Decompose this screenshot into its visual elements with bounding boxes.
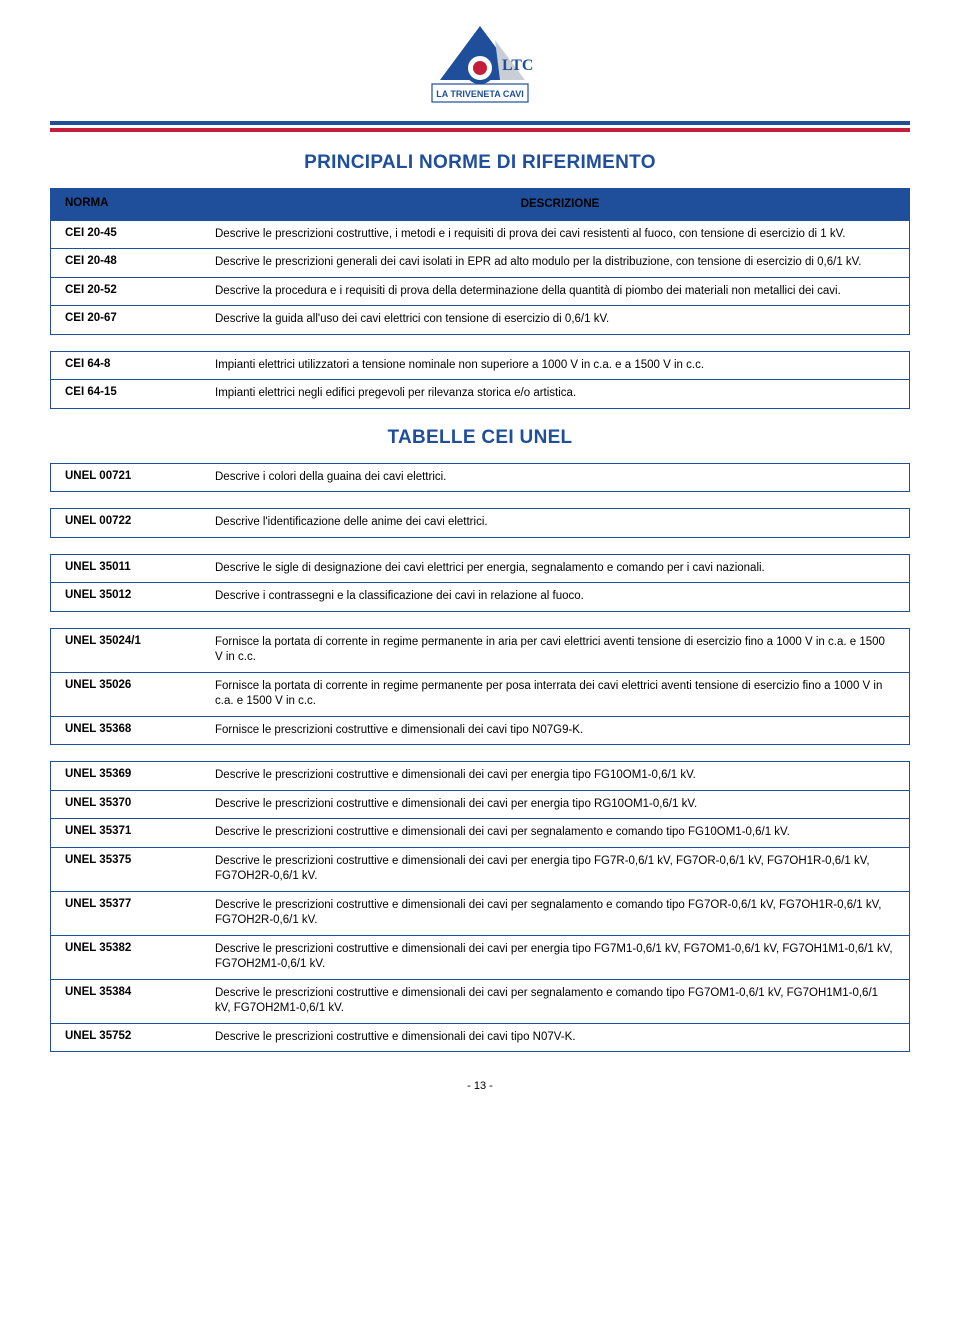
table-row: UNEL 35370Descrive le prescrizioni costr…: [51, 790, 909, 819]
norma-cell: UNEL 35026: [51, 673, 211, 716]
norma-cell: UNEL 00721: [51, 464, 211, 492]
section2-table-group-0: UNEL 00721Descrive i colori della guaina…: [50, 463, 910, 493]
norma-cell: CEI 20-45: [51, 221, 211, 249]
norma-cell: UNEL 35368: [51, 717, 211, 745]
table-row: UNEL 35382Descrive le prescrizioni costr…: [51, 935, 909, 979]
section1-table-group-1: CEI 64-8Impianti elettrici utilizzatori …: [50, 351, 910, 409]
table-row: CEI 20-45Descrive le prescrizioni costru…: [51, 221, 909, 249]
norma-cell: CEI 64-8: [51, 352, 211, 380]
logo-container: LTC LA TRIVENETA CAVI: [50, 20, 910, 113]
norma-cell: UNEL 00722: [51, 509, 211, 537]
norma-cell: CEI 20-52: [51, 278, 211, 306]
table-row: UNEL 35371Descrive le prescrizioni costr…: [51, 818, 909, 847]
table-row: UNEL 00721Descrive i colori della guaina…: [51, 464, 909, 492]
norma-cell: UNEL 35370: [51, 791, 211, 819]
descrizione-cell: Descrive la guida all'uso dei cavi elett…: [211, 306, 909, 334]
section1-title: PRINCIPALI NORME DI RIFERIMENTO: [50, 152, 910, 174]
logo-text: LA TRIVENETA CAVI: [436, 89, 524, 99]
descrizione-cell: Descrive le prescrizioni costruttive e d…: [211, 980, 909, 1023]
svg-text:LTC: LTC: [502, 57, 533, 74]
header-descrizione: DESCRIZIONE: [211, 189, 909, 221]
norma-cell: UNEL 35369: [51, 762, 211, 790]
descrizione-cell: Descrive la procedura e i requisiti di p…: [211, 278, 909, 306]
section2-table-group-3: UNEL 35024/1Fornisce la portata di corre…: [50, 628, 910, 746]
descrizione-cell: Descrive le prescrizioni costruttive e d…: [211, 848, 909, 891]
descrizione-cell: Descrive i colori della guaina dei cavi …: [211, 464, 909, 492]
table-row: CEI 20-52Descrive la procedura e i requi…: [51, 277, 909, 306]
table-row: UNEL 35377Descrive le prescrizioni costr…: [51, 891, 909, 935]
table-row: CEI 64-15Impianti elettrici negli edific…: [51, 379, 909, 408]
table-row: CEI 20-48Descrive le prescrizioni genera…: [51, 248, 909, 277]
table-row: UNEL 00722Descrive l'identificazione del…: [51, 509, 909, 537]
norma-cell: CEI 20-48: [51, 249, 211, 277]
descrizione-cell: Impianti elettrici utilizzatori a tensio…: [211, 352, 909, 380]
descrizione-cell: Descrive i contrassegni e la classificaz…: [211, 583, 909, 611]
table-row: UNEL 35011Descrive le sigle di designazi…: [51, 555, 909, 583]
descrizione-cell: Descrive le sigle di designazione dei ca…: [211, 555, 909, 583]
norma-cell: UNEL 35371: [51, 819, 211, 847]
table-row: UNEL 35368Fornisce le prescrizioni costr…: [51, 716, 909, 745]
section2-table-group-1: UNEL 00722Descrive l'identificazione del…: [50, 508, 910, 538]
table-row: UNEL 35369Descrive le prescrizioni costr…: [51, 762, 909, 790]
table-row: CEI 64-8Impianti elettrici utilizzatori …: [51, 352, 909, 380]
norma-cell: UNEL 35012: [51, 583, 211, 611]
section1-table-group-0: NORMA DESCRIZIONE CEI 20-45Descrive le p…: [50, 188, 910, 335]
descrizione-cell: Descrive le prescrizioni costruttive e d…: [211, 762, 909, 790]
norma-cell: UNEL 35024/1: [51, 629, 211, 672]
section2-table-group-2: UNEL 35011Descrive le sigle di designazi…: [50, 554, 910, 612]
page-number: - 13 -: [50, 1080, 910, 1092]
table-row: UNEL 35024/1Fornisce la portata di corre…: [51, 629, 909, 672]
table-header-row: NORMA DESCRIZIONE: [51, 189, 909, 221]
norma-cell: CEI 64-15: [51, 380, 211, 408]
table-row: UNEL 35752Descrive le prescrizioni costr…: [51, 1023, 909, 1052]
descrizione-cell: Descrive l'identificazione delle anime d…: [211, 509, 909, 537]
table-row: UNEL 35012Descrive i contrassegni e la c…: [51, 582, 909, 611]
header-norma: NORMA: [51, 189, 211, 221]
norma-cell: UNEL 35382: [51, 936, 211, 979]
table-row: UNEL 35026Fornisce la portata di corrent…: [51, 672, 909, 716]
norma-cell: CEI 20-67: [51, 306, 211, 334]
descrizione-cell: Fornisce la portata di corrente in regim…: [211, 673, 909, 716]
descrizione-cell: Descrive le prescrizioni generali dei ca…: [211, 249, 909, 277]
table-row: UNEL 35384Descrive le prescrizioni costr…: [51, 979, 909, 1023]
descrizione-cell: Fornisce la portata di corrente in regim…: [211, 629, 909, 672]
descrizione-cell: Descrive le prescrizioni costruttive, i …: [211, 221, 909, 249]
norma-cell: UNEL 35011: [51, 555, 211, 583]
descrizione-cell: Descrive le prescrizioni costruttive e d…: [211, 1024, 909, 1052]
norma-cell: UNEL 35377: [51, 892, 211, 935]
norma-cell: UNEL 35375: [51, 848, 211, 891]
company-logo: LTC LA TRIVENETA CAVI: [420, 20, 540, 113]
norma-cell: UNEL 35384: [51, 980, 211, 1023]
table-row: UNEL 35375Descrive le prescrizioni costr…: [51, 847, 909, 891]
descrizione-cell: Descrive le prescrizioni costruttive e d…: [211, 819, 909, 847]
norma-cell: UNEL 35752: [51, 1024, 211, 1052]
descrizione-cell: Descrive le prescrizioni costruttive e d…: [211, 936, 909, 979]
descrizione-cell: Impianti elettrici negli edifici pregevo…: [211, 380, 909, 408]
descrizione-cell: Descrive le prescrizioni costruttive e d…: [211, 791, 909, 819]
bar-red: [50, 128, 910, 132]
descrizione-cell: Fornisce le prescrizioni costruttive e d…: [211, 717, 909, 745]
decorative-bars: [50, 121, 910, 132]
section2-table-group-4: UNEL 35369Descrive le prescrizioni costr…: [50, 761, 910, 1052]
table-row: CEI 20-67Descrive la guida all'uso dei c…: [51, 305, 909, 334]
section2-title: TABELLE CEI UNEL: [50, 427, 910, 449]
descrizione-cell: Descrive le prescrizioni costruttive e d…: [211, 892, 909, 935]
